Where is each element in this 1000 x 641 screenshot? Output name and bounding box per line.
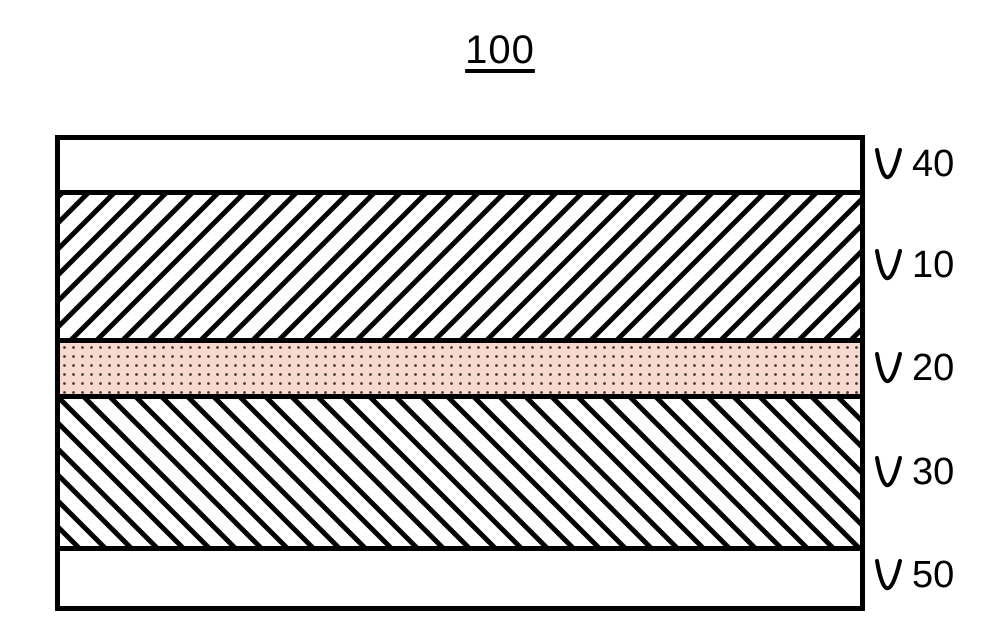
- leader-layer-20: [875, 335, 902, 407]
- label-layer-50: 50: [912, 554, 954, 597]
- leader-layer-10: [875, 232, 902, 304]
- leader-layer-30: [875, 439, 902, 511]
- label-layer-30: 30: [912, 451, 954, 494]
- layer-40: [60, 140, 860, 195]
- label-layer-20: 20: [912, 347, 954, 390]
- diagram-title: 100: [0, 28, 1000, 73]
- layer-stack: [55, 135, 865, 611]
- leader-layer-40: [875, 131, 902, 203]
- leader-layer-50: [875, 542, 902, 614]
- layer-20: [60, 343, 860, 399]
- diagram-page: 100 40 10 20 30 50: [0, 0, 1000, 641]
- layer-30: [60, 399, 860, 551]
- layer-10: [60, 195, 860, 343]
- layer-50: [60, 551, 860, 606]
- label-layer-40: 40: [912, 143, 954, 186]
- label-layer-10: 10: [912, 244, 954, 287]
